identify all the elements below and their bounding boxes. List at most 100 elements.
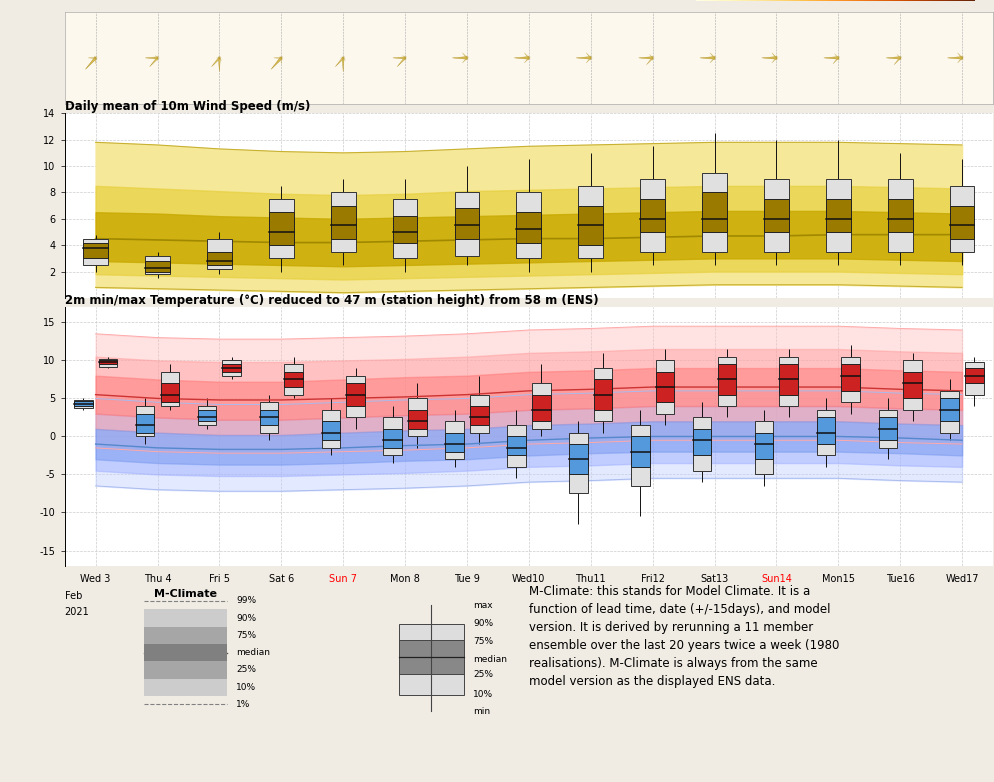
Polygon shape — [270, 57, 282, 70]
Bar — [445, 432, 463, 452]
Bar — [268, 212, 293, 246]
Bar — [399, 640, 463, 675]
Polygon shape — [462, 58, 467, 63]
Polygon shape — [94, 56, 95, 58]
Polygon shape — [652, 56, 653, 58]
Polygon shape — [761, 56, 775, 59]
Text: Daily mean of 10m Wind Speed (m/s): Daily mean of 10m Wind Speed (m/s) — [65, 100, 310, 113]
Bar — [408, 399, 426, 436]
Bar — [754, 421, 772, 475]
Polygon shape — [771, 53, 776, 59]
Polygon shape — [576, 56, 590, 59]
Polygon shape — [896, 54, 900, 58]
Polygon shape — [452, 56, 466, 59]
Text: Wed 3: Wed 3 — [81, 574, 110, 584]
Bar — [825, 179, 850, 252]
Bar — [964, 368, 983, 383]
Bar — [74, 401, 92, 406]
Polygon shape — [714, 58, 715, 59]
Bar — [284, 371, 302, 387]
Bar — [754, 432, 772, 459]
Bar — [330, 206, 355, 239]
Bar — [763, 179, 788, 252]
Text: 1%: 1% — [237, 700, 250, 709]
Polygon shape — [956, 53, 961, 59]
Bar — [145, 261, 170, 271]
Polygon shape — [775, 56, 777, 58]
Text: M-Climate: M-Climate — [154, 589, 217, 599]
Text: Fri12: Fri12 — [640, 574, 664, 584]
Text: 25%: 25% — [237, 665, 256, 674]
Bar — [630, 436, 649, 467]
Polygon shape — [528, 58, 530, 59]
Bar — [83, 242, 108, 258]
Polygon shape — [834, 54, 838, 58]
Bar — [887, 199, 911, 232]
Bar — [383, 418, 402, 455]
Bar — [948, 206, 973, 239]
Polygon shape — [335, 57, 344, 66]
Bar — [903, 371, 920, 399]
Bar — [330, 192, 355, 252]
Bar — [393, 216, 417, 242]
Bar — [778, 364, 797, 395]
Bar — [98, 361, 117, 364]
Text: 10%: 10% — [237, 683, 256, 692]
Text: median: median — [237, 648, 270, 657]
Bar — [198, 406, 216, 425]
Polygon shape — [342, 56, 343, 58]
Polygon shape — [590, 56, 591, 58]
Bar — [702, 173, 727, 252]
Polygon shape — [771, 58, 776, 63]
Bar — [816, 418, 834, 444]
Bar — [939, 399, 958, 421]
Bar — [841, 357, 859, 402]
Bar — [136, 406, 154, 436]
Bar — [593, 379, 611, 410]
Text: Sun 7: Sun 7 — [329, 574, 357, 584]
Bar — [948, 186, 973, 252]
Bar — [454, 192, 479, 256]
Polygon shape — [524, 58, 529, 63]
Polygon shape — [585, 53, 590, 59]
Polygon shape — [281, 56, 282, 58]
Polygon shape — [946, 56, 961, 59]
Text: Sat 6: Sat 6 — [268, 574, 293, 584]
Bar — [143, 609, 227, 626]
Text: 99%: 99% — [237, 597, 256, 605]
Polygon shape — [95, 58, 97, 59]
Bar — [878, 418, 897, 440]
Text: 2m min/max Temperature (°C) reduced to 47 m (station height) from 58 m (ENS): 2m min/max Temperature (°C) reduced to 4… — [65, 294, 597, 307]
Polygon shape — [466, 58, 468, 59]
Bar — [939, 391, 958, 432]
Polygon shape — [343, 58, 345, 60]
Polygon shape — [710, 58, 714, 63]
Bar — [532, 383, 550, 429]
Text: max: max — [473, 601, 492, 610]
Bar — [399, 624, 463, 694]
Polygon shape — [823, 56, 837, 59]
Bar — [143, 626, 227, 644]
Bar — [507, 436, 525, 455]
Text: Wed17: Wed17 — [944, 574, 978, 584]
Bar — [717, 364, 736, 395]
Bar — [74, 400, 92, 407]
Bar — [346, 383, 365, 406]
Bar — [160, 383, 179, 402]
Bar — [143, 679, 227, 696]
Text: Fri 5: Fri 5 — [209, 574, 230, 584]
Bar — [143, 644, 227, 662]
Bar — [383, 429, 402, 448]
Text: Tue16: Tue16 — [885, 574, 913, 584]
Polygon shape — [281, 58, 282, 59]
Text: 2021: 2021 — [65, 608, 89, 618]
Polygon shape — [956, 58, 961, 63]
Bar — [763, 199, 788, 232]
Polygon shape — [273, 57, 281, 59]
Polygon shape — [714, 56, 715, 58]
Polygon shape — [145, 57, 157, 59]
Bar — [569, 432, 587, 493]
Bar — [321, 421, 340, 440]
Polygon shape — [403, 56, 405, 58]
Polygon shape — [405, 58, 406, 59]
